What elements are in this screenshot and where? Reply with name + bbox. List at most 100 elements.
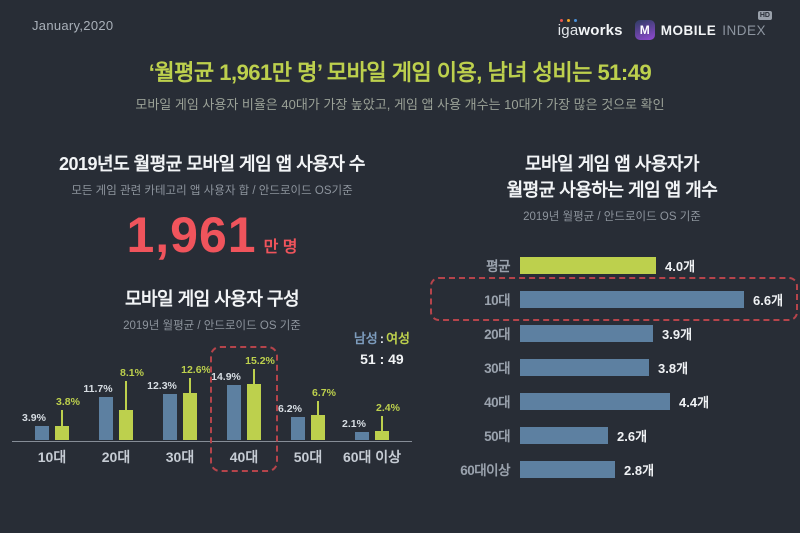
apps-row-40대: 40대 4.4개 [446,384,800,418]
female-bar [119,410,133,440]
female-value-label: 6.7% [312,387,336,399]
age-category-label: 30대 [165,449,195,465]
apps-category-label: 40대 [484,395,510,410]
male-bar [99,397,113,440]
apps-category-label: 10대 [484,293,510,308]
male-value-label: 3.9% [22,412,46,424]
label-leader-line [125,381,127,410]
male-bar [291,417,305,440]
male-value-label: 6.2% [278,403,302,415]
age-composition-chart: 3.9% 3.8% 10대 11.7% 8.1% 20대 12.3% 12.6% 30대 14.9… [12,345,412,472]
bar-pair: 11.7% 8.1% [83,345,144,440]
label-leader-line [189,378,191,393]
apps-subtitle: 2019년 월평균 / 안드로이드 OS 기준 [523,211,701,223]
apps-value-label: 2.6개 [617,428,648,444]
apps-category-label: 20대 [484,327,510,342]
apps-category-label: 30대 [484,361,510,376]
legend-separator: : [379,331,385,346]
age-category-label: 20대 [101,449,131,465]
apps-value-label: 4.4개 [679,394,710,410]
male-bar-column: 6.2% [278,403,305,440]
apps-bar [520,426,608,444]
top-bar: January,2020 igaworks M MOBILE INDEX HD [0,0,800,40]
apps-per-user-chart: 평균 4.0개 10대 6.6개 20대 3.9개 30대 3.8개 40대 4.4개 50대 2.6… [424,248,800,486]
apps-bar [520,460,615,478]
female-bar [183,393,197,440]
female-bar [247,384,261,440]
age-group-20대: 11.7% 8.1% 20대 [83,345,148,467]
apps-value-label: 4.0개 [665,258,696,274]
apps-row-20대: 20대 3.9개 [446,316,800,350]
users-title: 2019년도 월평균 모바일 게임 앱 사용자 수 [59,154,365,174]
female-bar-column: 2.4% [375,402,400,440]
logo-group: igaworks M MOBILE INDEX HD [557,11,772,40]
x-axis-line [12,441,412,442]
apps-row-10대: 10대 6.6개 [430,277,800,321]
legend-male-label: 남성 [353,331,378,346]
igaworks-logo: igaworks [557,18,623,39]
apps-category-label: 50대 [484,429,510,444]
composition-title: 모바일 게임 사용자 구성 [124,289,300,309]
apps-bar [520,392,670,410]
left-panel: 2019년도 월평균 모바일 게임 앱 사용자 수 모든 게임 관련 카테고리 … [0,135,424,486]
male-bar-column: 3.9% [22,412,49,440]
mobileindex-m-icon: M [634,20,655,40]
gender-ratio: 51 : 49 [360,350,404,367]
apps-chart-title: 모바일 게임 앱 사용자가 월평균 사용하는 게임 앱 개수 2019년 월평균… [424,151,800,224]
age-category-label: 50대 [293,449,323,465]
apps-value-label: 2.8개 [624,462,655,478]
igaworks-text-light: iga [557,21,579,39]
female-bar-column: 8.1% [119,367,144,440]
bar-pair: 12.3% 12.6% [147,345,211,440]
female-value-label: 15.2% [245,355,275,367]
male-bar [35,426,49,440]
composition-subtitle: 2019년 월평균 / 안드로이드 OS 기준 [123,320,301,332]
female-value-label: 8.1% [120,367,144,379]
bar-pair: 3.9% 3.8% [22,345,80,440]
apps-title-line2: 월평균 사용하는 게임 앱 개수 [506,180,718,200]
male-value-label: 14.9% [211,371,241,383]
bar-pair: 2.1% 2.4% [342,345,400,440]
male-bar-column: 11.7% [83,383,113,440]
igaworks-dots-icon [559,18,577,22]
page-title: ‘월평균 1,961만 명’ 모바일 게임 이용, 남녀 성비는 51:49 [148,60,652,85]
apps-category-label: 평균 [486,259,510,274]
igaworks-text-bold: works [578,21,623,39]
apps-value-label: 3.8개 [658,360,689,376]
female-bar-column: 3.8% [55,396,80,440]
apps-bar [520,256,656,274]
content: 2019년도 월평균 모바일 게임 앱 사용자 수 모든 게임 관련 카테고리 … [0,135,800,486]
age-composition-block: 모바일 게임 사용자 구성 2019년 월평균 / 안드로이드 OS 기준 남성… [0,286,424,472]
apps-category-label: 60대이상 [460,463,510,478]
gender-legend: 남성: 여성 51 : 49 [354,330,410,368]
male-bar [163,394,177,440]
label-leader-line [317,401,319,415]
age-category-label: 10대 [37,449,67,465]
users-count-unit: 만 명 [263,239,298,256]
female-bar [55,426,69,440]
label-leader-line [253,369,255,384]
label-leader-line [381,416,383,431]
mobileindex-text-light: INDEX [722,22,766,38]
apps-value-label: 3.9개 [662,326,693,342]
male-value-label: 12.3% [147,380,177,392]
age-group-60대 이상: 2.1% 2.4% 60대 이상 [340,345,404,467]
age-group-10대: 3.9% 3.8% 10대 [20,345,84,467]
headline: ‘월평균 1,961만 명’ 모바일 게임 이용, 남녀 성비는 51:49 모… [0,55,800,113]
female-bar-column: 15.2% [245,355,275,440]
age-group-50대: 6.2% 6.7% 50대 [276,345,340,467]
apps-row-50대: 50대 2.6개 [446,418,800,452]
right-panel: 모바일 게임 앱 사용자가 월평균 사용하는 게임 앱 개수 2019년 월평균… [424,135,800,486]
male-bar [355,432,369,440]
female-bar [311,415,325,440]
male-bar-column: 12.3% [147,380,177,440]
female-value-label: 3.8% [56,396,80,408]
apps-row-30대: 30대 3.8개 [446,350,800,384]
apps-bar [520,324,653,342]
users-subtitle: 모든 게임 관련 카테고리 앱 사용자 합 / 안드로이드 OS기준 [71,185,353,197]
date-label: January,2020 [32,18,114,33]
male-bar-column: 2.1% [342,418,369,440]
monthly-users-block: 2019년도 월평균 모바일 게임 앱 사용자 수 모든 게임 관련 카테고리 … [0,151,424,264]
male-bar-column: 14.9% [211,371,241,440]
hd-badge: HD [757,11,772,20]
